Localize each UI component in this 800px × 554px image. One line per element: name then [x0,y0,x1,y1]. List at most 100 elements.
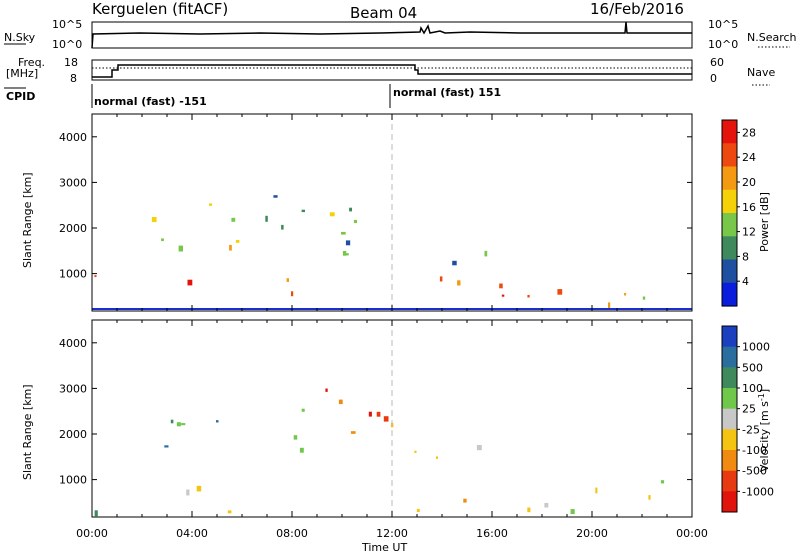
data-cell [660,480,665,484]
data-cell [186,489,190,496]
nave-label: Nave [747,66,775,79]
colorbar-tick-label: 28 [742,126,756,139]
n-search-label: N.Search [747,31,797,44]
colorbar-tick-label: 12 [742,226,756,239]
data-cell [501,294,505,297]
data-cell [227,510,232,514]
data-cell [286,278,289,282]
velocity-x-axis-ticks [91,320,693,517]
data-cell [414,450,417,453]
data-cell [94,510,98,517]
data-cell [624,293,627,296]
colorbar-tick-label: 25 [742,403,756,416]
nave-tick-bottom: 0 [710,72,717,85]
data-cell [452,260,457,266]
velocity-y-axis: 1000 2000 3000 4000 [59,337,692,487]
data-cell [301,408,305,412]
data-cell [229,244,232,251]
power-y-axis: 1000 2000 3000 4000 [59,131,692,281]
data-cell [291,291,294,297]
frequency-trace [92,64,692,78]
data-cell [544,502,549,508]
data-cell [94,275,97,278]
data-cell [376,411,381,417]
colorbar-segment [722,346,737,368]
cpid-segment-1: normal (fast) -151 [94,95,207,108]
colorbar-tick-label: 500 [742,361,763,374]
colorbar-segment [722,213,737,237]
n-sky-label: N.Sky [4,31,36,44]
time-axis-labels: 00:00 04:00 08:00 12:00 16:00 20:00 00:00 [76,527,708,540]
time-tick-label: 00:00 [76,527,108,540]
data-cell [368,411,372,417]
data-cell [439,276,443,282]
data-cell [170,419,174,424]
noise-panel: N.Sky 10^5 10^0 10^5 10^0 N.Search [4,18,797,51]
power-ylabel: Slant Range [km] [21,172,34,268]
freq-tick-top: 18 [64,56,78,69]
time-tick-label: 12:00 [376,527,408,540]
data-cell [350,431,356,434]
colorbar-tick-label: -500 [742,465,767,478]
time-tick-label: 04:00 [176,527,208,540]
colorbar-segment [722,326,737,348]
colorbar-segment [722,470,737,492]
data-cell [164,445,169,448]
colorbar-tick-label: -1000 [742,485,774,498]
data-cell [161,238,164,242]
data-cell [265,215,268,222]
data-cell [499,283,503,289]
colorbar-segment [722,450,737,472]
data-cell [196,485,202,492]
y-tick-label: 3000 [59,382,87,395]
data-cell [349,207,352,212]
noise-right-tick-bottom: 10^0 [708,38,738,51]
colorbar-segment [722,491,737,513]
data-cell [299,447,304,453]
colorbar-tick-label: 100 [742,382,763,395]
time-tick-label: 00:00 [676,527,708,540]
colorbar-segment [722,259,737,284]
data-cell [416,508,420,512]
date-label: 16/Feb/2016 [590,0,684,18]
colorbar-tick-label: -100 [742,444,767,457]
velocity-colorbar: 1000 500 100 25 -25 -100 -500 -1000 [721,325,774,513]
colorbar-segment [722,189,737,214]
freq-tick-bottom: 8 [70,72,77,85]
colorbar-tick-label: 20 [742,176,756,189]
data-cell [608,302,611,309]
nave-tick-top: 60 [710,56,724,69]
data-cell [325,388,328,392]
data-cell [484,250,488,257]
colorbar-segment [722,408,737,430]
cpid-label: CPID [6,90,35,103]
power-x-axis-ticks [91,114,693,311]
colorbar-tick-label: 1000 [742,341,770,354]
data-cell [383,416,389,422]
frequency-panel: Freq. [MHz] 18 8 60 0 Nave [6,56,775,86]
data-cell [436,456,438,459]
power-colorbar-label: Power [dB] [758,192,771,252]
data-cell [353,219,357,224]
colorbar-segment [722,282,737,307]
data-cell [344,253,349,256]
data-cell [329,212,335,217]
y-tick-label: 4000 [59,131,87,144]
velocity-panel: 1000 2000 3000 4000 Slant Range [km] 1000 50… [21,319,774,518]
freq-label: Freq. [18,56,45,69]
colorbar-segment [722,236,737,261]
station-title: Kerguelen (fitACF) [92,0,228,18]
data-cell [342,251,347,256]
data-cell [187,279,193,286]
data-cell [301,209,305,213]
data-cell [642,296,646,300]
colorbar-segment [722,166,737,191]
data-cell [209,203,213,206]
beam-label: Beam 04 [350,4,417,22]
data-cell [231,217,236,222]
data-cell [463,498,467,503]
data-cell [527,295,530,298]
data-cell [176,422,181,427]
data-cell [345,240,351,246]
